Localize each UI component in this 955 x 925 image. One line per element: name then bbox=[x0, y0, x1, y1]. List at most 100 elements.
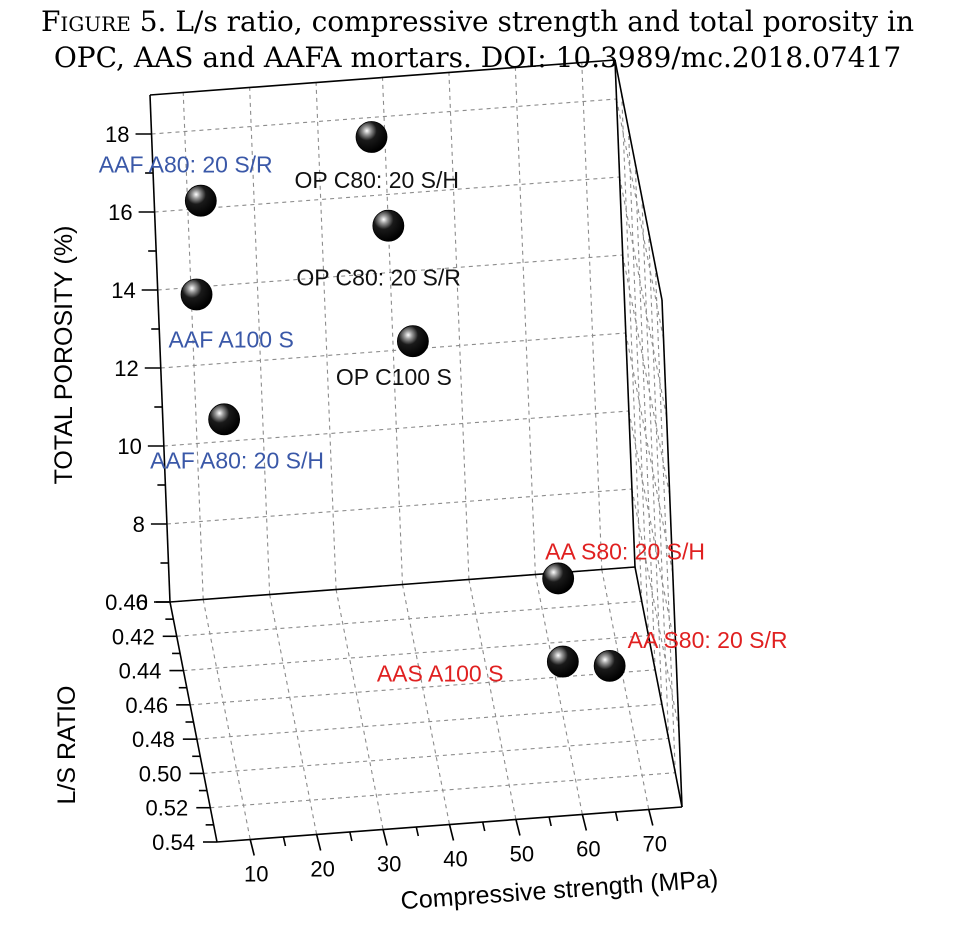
grid-line-back-z bbox=[151, 98, 617, 135]
point-label: AAF A100 S bbox=[169, 326, 294, 352]
x-minor-tick bbox=[282, 836, 287, 847]
grid-line-back-z bbox=[166, 488, 632, 525]
grid-line-side-z bbox=[628, 410, 677, 652]
point-label: AAS A100 S bbox=[377, 661, 504, 687]
point-label: OP C80: 20 S/H bbox=[295, 167, 460, 193]
grid-line-side-z bbox=[622, 254, 671, 496]
grid-line-floor-x bbox=[335, 589, 384, 830]
grid-line-floor-y bbox=[190, 669, 656, 706]
data-point bbox=[372, 209, 405, 242]
data-point bbox=[396, 325, 429, 358]
y-tick-label: 0.46 bbox=[125, 693, 168, 718]
frame-edge bbox=[149, 94, 171, 603]
grid-line-floor-y bbox=[210, 772, 676, 809]
grid-line-floor-y bbox=[203, 737, 669, 774]
grid-line-floor-x bbox=[468, 579, 517, 820]
caption-text-1: L/s ratio, compressive strength and tota… bbox=[175, 5, 915, 38]
grid-line-back-z bbox=[160, 332, 626, 369]
grid-line-side-z bbox=[631, 488, 680, 730]
caption-line-2: OPC, AAS and AAFA mortars. DOI: 10.3989/… bbox=[53, 41, 902, 74]
point-label: AAF A80: 20 S/R bbox=[99, 152, 273, 178]
z-tick-label: 10 bbox=[117, 434, 141, 459]
z-axis-label: TOTAL POROSITY (%) bbox=[50, 226, 78, 485]
data-point bbox=[208, 403, 241, 436]
point-label: AAF A80: 20 S/H bbox=[150, 447, 324, 473]
tick-marks bbox=[135, 133, 654, 856]
x-tick-label: 50 bbox=[510, 842, 534, 867]
point-label: OP C100 S bbox=[336, 364, 452, 390]
point-label: AA S80: 20 S/R bbox=[628, 627, 788, 653]
data-point bbox=[542, 562, 575, 595]
grid-line-side-z bbox=[615, 98, 665, 340]
caption-lead: Figure 5. bbox=[40, 5, 167, 38]
data-point bbox=[355, 121, 388, 153]
grid-line-side-z bbox=[625, 332, 674, 574]
x-tick bbox=[448, 824, 455, 841]
grid-line-floor-y bbox=[176, 600, 642, 637]
point-label: AA S80: 20 S/H bbox=[545, 538, 705, 564]
grid-line-floor-x bbox=[269, 594, 318, 835]
x-tick bbox=[581, 814, 588, 831]
z-tick-label: 16 bbox=[108, 200, 132, 225]
x-minor-tick bbox=[614, 811, 619, 822]
z-tick-label: 18 bbox=[105, 122, 129, 147]
grid-line-back-x bbox=[514, 67, 536, 575]
y-tick-label: 0.52 bbox=[145, 796, 188, 821]
data-point bbox=[593, 649, 626, 682]
x-tick-label: 40 bbox=[443, 847, 467, 872]
y-tick-label: 0.42 bbox=[112, 624, 155, 649]
frame-edge bbox=[614, 59, 636, 568]
data-point bbox=[184, 184, 217, 217]
data-points bbox=[180, 121, 626, 682]
x-tick bbox=[249, 839, 255, 856]
z-tick-label: 8 bbox=[133, 512, 145, 537]
grid-line-floor-y bbox=[183, 635, 649, 672]
data-point bbox=[546, 645, 579, 678]
x-minor-tick bbox=[415, 826, 420, 837]
x-tick-label: 70 bbox=[643, 832, 667, 857]
y-tick-label: 0.40 bbox=[105, 590, 148, 615]
x-axis-label: Compressive strength (MPa) bbox=[400, 865, 719, 915]
grid-line-back-x bbox=[448, 72, 470, 580]
grid-line-floor-x bbox=[534, 574, 583, 815]
y-tick-label: 0.50 bbox=[139, 761, 182, 786]
y-tick-label: 0.48 bbox=[132, 727, 175, 752]
frame-edge bbox=[149, 59, 616, 96]
grid-line-floor-x bbox=[601, 569, 650, 810]
caption-line-1: Figure 5. L/s ratio, compressive strengt… bbox=[0, 4, 955, 40]
grid-line-back-x bbox=[315, 82, 337, 590]
x-minor-tick bbox=[481, 821, 486, 832]
grid-line-back-x bbox=[581, 62, 603, 570]
x-tick bbox=[315, 834, 322, 851]
frame-edge bbox=[614, 59, 663, 301]
x-tick-label: 10 bbox=[244, 862, 268, 887]
z-tick-label: 6 bbox=[136, 590, 148, 615]
frame-edge bbox=[661, 299, 683, 808]
grid-line-side-y bbox=[621, 94, 643, 602]
x-tick bbox=[515, 819, 521, 836]
grid-line-side-z bbox=[619, 176, 668, 418]
tick-labels: 6 8 10 12 14 16 18 0.40 0.42 0.44 0.46 0.48 0.50 0.52… bbox=[105, 122, 667, 887]
x-minor-tick bbox=[548, 816, 552, 827]
y-tick-label: 0.54 bbox=[152, 830, 195, 855]
y-axis-label: L/S RATIO bbox=[53, 685, 81, 804]
grid-line-back-z bbox=[163, 410, 629, 447]
x-tick bbox=[648, 809, 654, 826]
point-label: OP C80: 20 S/R bbox=[296, 265, 461, 291]
x-tick-label: 20 bbox=[310, 857, 334, 882]
grid-line-floor-x bbox=[202, 599, 251, 840]
y-tick-label: 0.44 bbox=[119, 659, 162, 684]
grid-line-floor-y bbox=[196, 703, 662, 740]
grid-line-back-z bbox=[157, 254, 623, 291]
grid-line-floor-x bbox=[401, 584, 451, 825]
z-tick-label: 14 bbox=[111, 278, 135, 303]
grid-line-back-z bbox=[154, 176, 620, 213]
x-tick bbox=[382, 829, 388, 846]
x-tick-label: 60 bbox=[576, 837, 600, 862]
point-labels: AAF A80: 20 S/R AAF A100 S AAF A80: 20 S/H… bbox=[99, 152, 788, 687]
z-tick-label: 12 bbox=[114, 356, 138, 381]
frame-edge bbox=[634, 566, 683, 808]
grid-lines bbox=[151, 59, 683, 843]
grid-line-back-x bbox=[381, 77, 404, 585]
